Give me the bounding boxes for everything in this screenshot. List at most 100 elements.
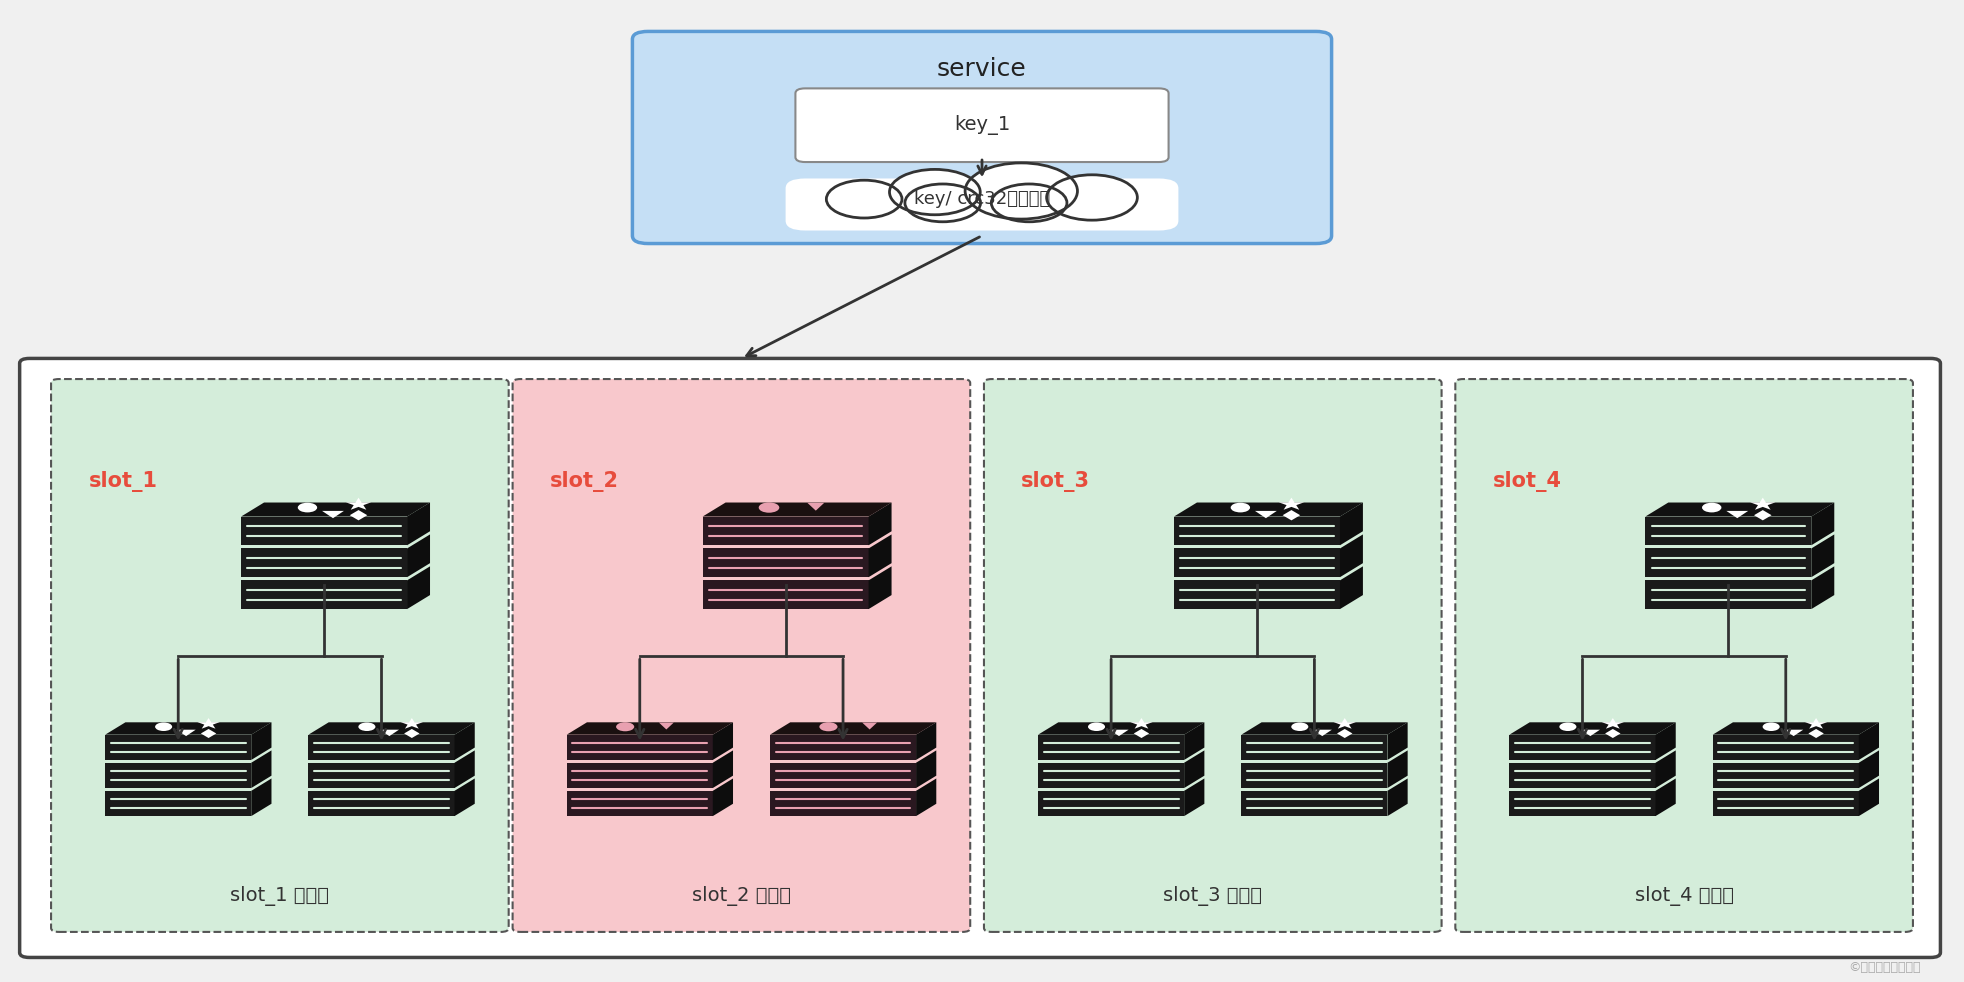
Polygon shape (1241, 791, 1387, 816)
Polygon shape (1713, 723, 1880, 735)
Polygon shape (862, 723, 878, 730)
Circle shape (758, 503, 780, 513)
Polygon shape (1656, 750, 1675, 788)
Polygon shape (1184, 750, 1204, 788)
Polygon shape (703, 580, 868, 609)
FancyBboxPatch shape (51, 379, 509, 932)
Text: slot_4: slot_4 (1493, 470, 1561, 492)
Polygon shape (1241, 763, 1387, 788)
Circle shape (1047, 175, 1137, 220)
Polygon shape (407, 534, 430, 577)
Polygon shape (568, 735, 713, 760)
FancyBboxPatch shape (632, 31, 1332, 244)
Polygon shape (308, 723, 475, 735)
Circle shape (905, 184, 980, 222)
Polygon shape (713, 750, 733, 788)
Polygon shape (868, 567, 892, 609)
FancyBboxPatch shape (795, 88, 1169, 162)
Polygon shape (198, 718, 220, 729)
Polygon shape (1510, 723, 1675, 735)
Polygon shape (242, 517, 407, 545)
Polygon shape (1726, 511, 1748, 518)
Polygon shape (346, 498, 371, 510)
Polygon shape (1581, 730, 1601, 736)
Polygon shape (242, 503, 430, 517)
Polygon shape (1312, 730, 1332, 736)
Polygon shape (1646, 580, 1811, 609)
Polygon shape (770, 735, 915, 760)
Polygon shape (1646, 503, 1834, 517)
Polygon shape (568, 791, 713, 816)
Polygon shape (770, 791, 915, 816)
FancyBboxPatch shape (20, 358, 1940, 957)
Polygon shape (713, 779, 733, 816)
Polygon shape (1858, 723, 1880, 760)
Circle shape (1290, 723, 1308, 731)
Circle shape (827, 181, 901, 218)
Polygon shape (106, 723, 271, 735)
Polygon shape (407, 567, 430, 609)
Polygon shape (1184, 723, 1204, 760)
Polygon shape (915, 779, 937, 816)
Polygon shape (322, 511, 344, 518)
Polygon shape (1334, 718, 1355, 729)
Polygon shape (1713, 735, 1858, 760)
Polygon shape (401, 718, 422, 729)
Polygon shape (251, 779, 271, 816)
Circle shape (964, 163, 1078, 219)
Circle shape (890, 170, 980, 215)
Polygon shape (1241, 735, 1387, 760)
Text: service: service (937, 57, 1027, 81)
Circle shape (992, 184, 1066, 222)
Polygon shape (713, 723, 733, 760)
Polygon shape (350, 510, 367, 520)
Polygon shape (308, 763, 454, 788)
Polygon shape (703, 549, 868, 577)
Polygon shape (868, 503, 892, 545)
Polygon shape (1750, 498, 1775, 510)
Polygon shape (915, 723, 937, 760)
Polygon shape (1809, 729, 1825, 738)
Circle shape (1762, 723, 1779, 731)
Polygon shape (454, 750, 475, 788)
Polygon shape (1605, 729, 1620, 738)
Text: key/ crc32路由算法: key/ crc32路由算法 (913, 191, 1051, 208)
Text: ©稀土掴金技术社区: ©稀土掴金技术社区 (1848, 961, 1921, 974)
Polygon shape (308, 735, 454, 760)
Circle shape (357, 723, 375, 731)
FancyBboxPatch shape (786, 179, 1178, 231)
Polygon shape (1279, 498, 1304, 510)
Polygon shape (1339, 567, 1363, 609)
Polygon shape (1039, 735, 1184, 760)
Polygon shape (405, 729, 420, 738)
Polygon shape (1282, 510, 1300, 520)
Circle shape (1088, 723, 1106, 731)
Polygon shape (1174, 503, 1363, 517)
Circle shape (819, 722, 837, 732)
Polygon shape (770, 723, 937, 735)
Polygon shape (1039, 723, 1204, 735)
Polygon shape (807, 503, 825, 511)
Polygon shape (308, 791, 454, 816)
Polygon shape (1805, 718, 1827, 729)
Polygon shape (1603, 718, 1624, 729)
Polygon shape (454, 779, 475, 816)
Circle shape (299, 503, 316, 513)
Polygon shape (1039, 791, 1184, 816)
Polygon shape (1656, 779, 1675, 816)
Polygon shape (568, 763, 713, 788)
Circle shape (155, 723, 173, 731)
Circle shape (1231, 503, 1249, 513)
Circle shape (1703, 503, 1720, 513)
Polygon shape (106, 735, 251, 760)
Polygon shape (1646, 517, 1811, 545)
Polygon shape (106, 791, 251, 816)
Polygon shape (568, 723, 733, 735)
Polygon shape (658, 723, 674, 730)
Polygon shape (177, 730, 196, 736)
Polygon shape (703, 503, 892, 517)
Polygon shape (1387, 750, 1408, 788)
Polygon shape (251, 750, 271, 788)
Polygon shape (106, 763, 251, 788)
Text: slot_1 从节点: slot_1 从节点 (230, 886, 330, 906)
